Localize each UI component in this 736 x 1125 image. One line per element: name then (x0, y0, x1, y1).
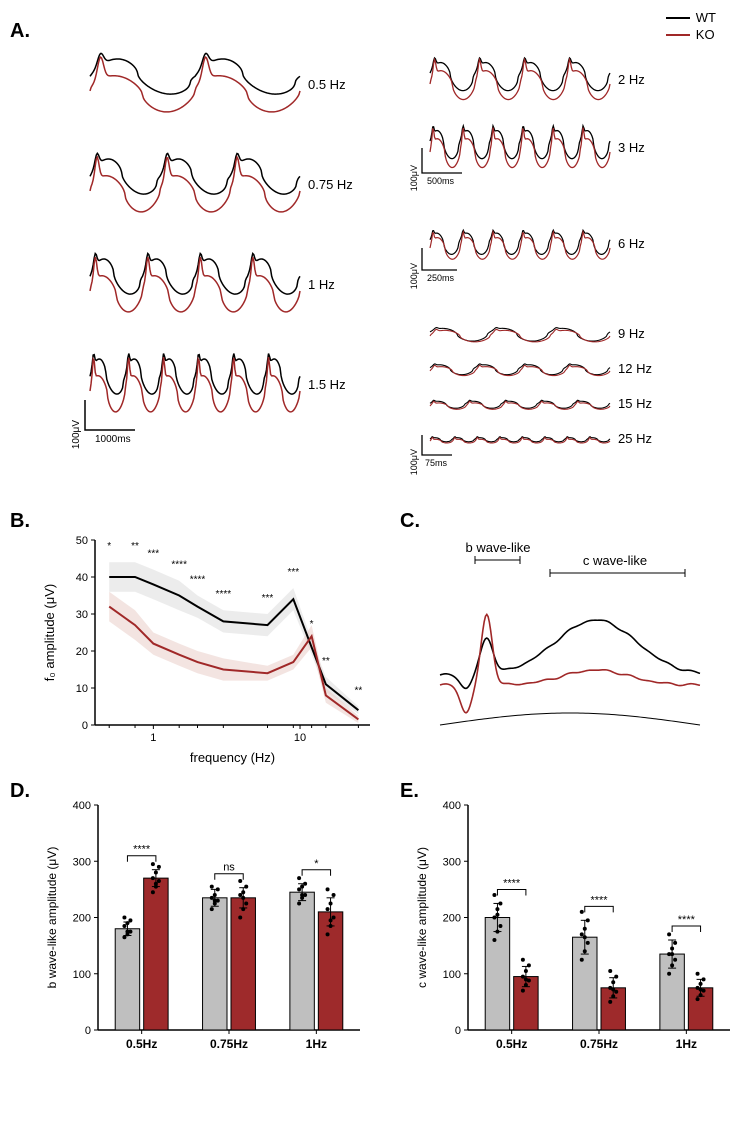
svg-text:75ms: 75ms (425, 458, 448, 468)
svg-text:250ms: 250ms (427, 273, 455, 283)
svg-text:***: *** (262, 593, 274, 604)
svg-text:20: 20 (76, 646, 88, 658)
svg-text:****: **** (133, 844, 151, 856)
svg-text:****: **** (171, 560, 187, 571)
svg-text:1Hz: 1Hz (676, 1037, 697, 1051)
svg-text:**: ** (354, 685, 362, 696)
svg-text:100: 100 (443, 969, 461, 981)
svg-text:2 Hz: 2 Hz (618, 72, 645, 87)
svg-text:**: ** (131, 541, 139, 552)
svg-text:****: **** (503, 877, 521, 889)
svg-text:1000ms: 1000ms (95, 434, 131, 445)
svg-text:c wave-like amplitude (μV): c wave-like amplitude (μV) (415, 847, 429, 988)
svg-text:300: 300 (443, 856, 461, 868)
svg-text:frequency (Hz): frequency (Hz) (190, 750, 275, 765)
panel-a-svg: 0.5 Hz 0.75 Hz 1 Hz 1.5 Hz 100μV 1000ms 2 Hz 3 … (10, 10, 726, 490)
panel-e-svg: 0 100 200 300 400 c wave-like amplitude (μV) 0… (410, 790, 736, 1070)
svg-text:400: 400 (443, 800, 461, 812)
svg-text:0.5Hz: 0.5Hz (496, 1037, 527, 1051)
svg-text:200: 200 (443, 913, 461, 925)
svg-text:500ms: 500ms (427, 176, 455, 186)
svg-text:200: 200 (73, 913, 91, 925)
svg-text:100: 100 (73, 969, 91, 981)
svg-text:10: 10 (294, 732, 306, 744)
svg-text:0.75 Hz: 0.75 Hz (308, 177, 353, 192)
svg-text:300: 300 (73, 856, 91, 868)
svg-text:3 Hz: 3 Hz (618, 140, 645, 155)
svg-text:9 Hz: 9 Hz (618, 326, 645, 341)
panel-c-label: C. (400, 510, 420, 533)
svg-text:15 Hz: 15 Hz (618, 396, 652, 411)
svg-text:***: *** (148, 549, 160, 560)
svg-text:0: 0 (82, 720, 88, 732)
svg-text:1 Hz: 1 Hz (308, 277, 335, 292)
svg-text:****: **** (216, 589, 232, 600)
row-de: D. E. 0100200300400b wave-like amplitude… (10, 780, 726, 1080)
svg-text:1Hz: 1Hz (306, 1037, 327, 1051)
svg-text:10: 10 (76, 683, 88, 695)
panel-d-label: D. (10, 780, 30, 803)
svg-text:400: 400 (73, 800, 91, 812)
svg-text:50: 50 (76, 535, 88, 547)
svg-text:0.75Hz: 0.75Hz (580, 1037, 618, 1051)
svg-text:100μV: 100μV (409, 165, 419, 191)
svg-text:b wave-like: b wave-like (465, 540, 530, 555)
svg-text:40: 40 (76, 572, 88, 584)
svg-text:100μV: 100μV (409, 449, 419, 475)
svg-text:*: * (314, 858, 319, 870)
svg-text:****: **** (678, 914, 696, 926)
svg-text:0.75Hz: 0.75Hz (210, 1037, 248, 1051)
svg-text:6 Hz: 6 Hz (618, 236, 645, 251)
svg-text:c wave-like: c wave-like (583, 553, 647, 568)
svg-text:0.5Hz: 0.5Hz (126, 1037, 157, 1051)
svg-text:***: *** (287, 567, 299, 578)
svg-text:*: * (310, 619, 314, 630)
svg-text:12 Hz: 12 Hz (618, 361, 652, 376)
panel-a: 0.5 Hz 0.75 Hz 1 Hz 1.5 Hz 100μV 1000ms 2 Hz 3 … (10, 10, 726, 490)
svg-text:f₀ amplitude (μV): f₀ amplitude (μV) (42, 584, 57, 681)
svg-text:30: 30 (76, 609, 88, 621)
svg-text:ns: ns (223, 862, 235, 874)
svg-text:1: 1 (150, 732, 156, 744)
row-bc: B. C. 01020304050110********************… (10, 510, 726, 770)
panel-c-svg: b wave-like c wave-like (420, 530, 720, 750)
svg-text:b wave-like amplitude (μV): b wave-like amplitude (μV) (45, 847, 59, 989)
svg-text:100μV: 100μV (409, 263, 419, 289)
svg-text:****: **** (190, 574, 206, 585)
svg-text:****: **** (590, 894, 608, 906)
figure-root: WT KO A. 0.5 Hz0.75 Hz1 Hz1.5 Hz100μV100… (10, 10, 726, 1080)
svg-text:0: 0 (85, 1025, 91, 1037)
panel-d-svg: 0 100 200 300 400 b wave-like amplitude (μV) 0… (40, 790, 370, 1070)
svg-text:*: * (107, 541, 111, 552)
svg-text:0: 0 (455, 1025, 461, 1037)
svg-text:100μV: 100μV (71, 420, 82, 449)
panel-b-label: B. (10, 510, 30, 533)
svg-text:0.5 Hz: 0.5 Hz (308, 77, 346, 92)
panel-b-svg: 01020304050110**************************… (40, 530, 380, 770)
svg-text:25 Hz: 25 Hz (618, 431, 652, 446)
svg-text:**: ** (322, 656, 330, 667)
svg-text:1.5 Hz: 1.5 Hz (308, 377, 346, 392)
